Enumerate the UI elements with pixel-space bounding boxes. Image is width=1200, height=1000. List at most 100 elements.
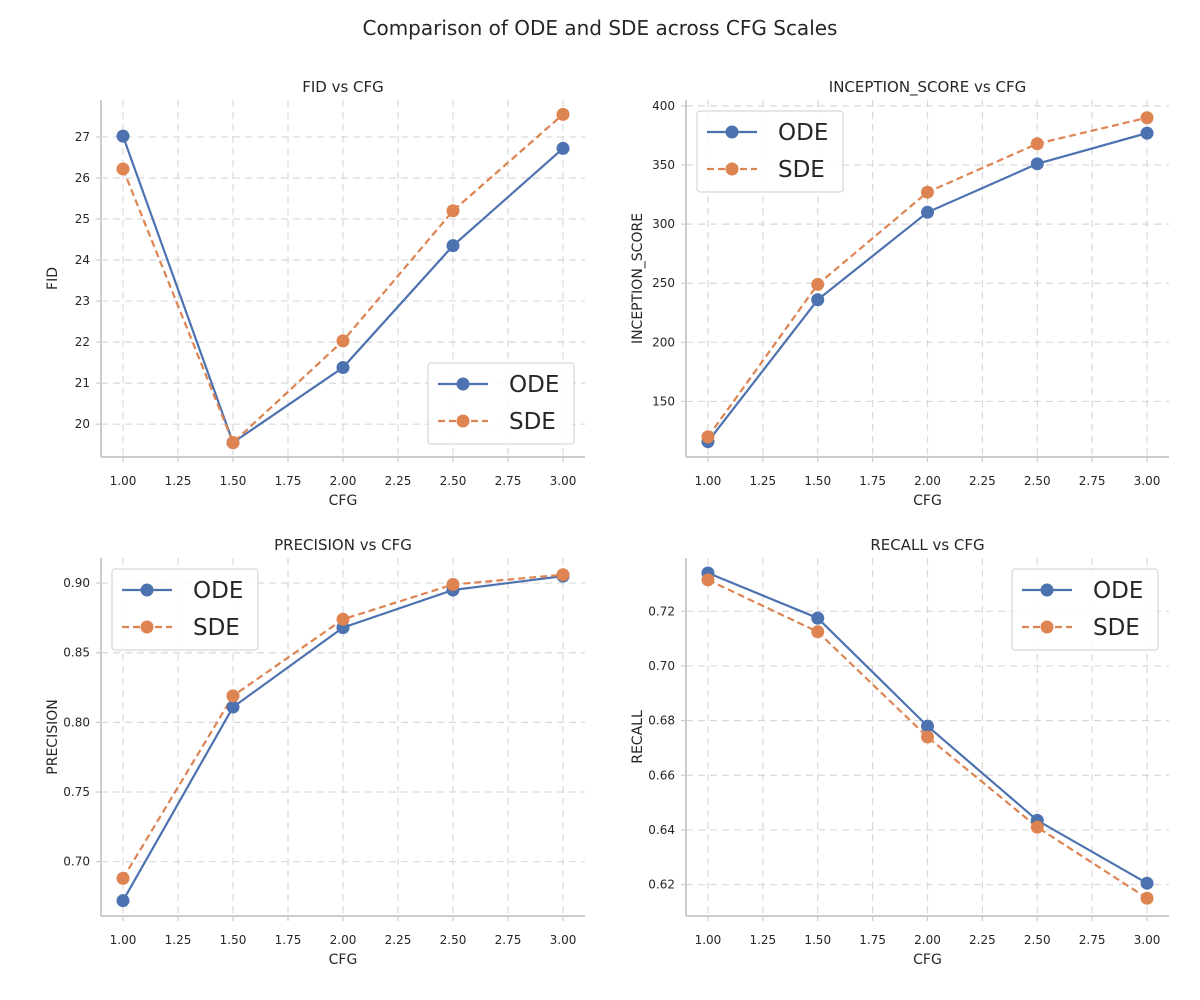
legend-marker-sde — [140, 620, 154, 634]
y-tick-label: 200 — [652, 335, 675, 349]
chart-title: INCEPTION_SCORE vs CFG — [829, 78, 1026, 97]
data-point-ode — [556, 141, 570, 155]
data-point-sde — [446, 577, 460, 591]
x-tick-label: 1.00 — [695, 933, 722, 947]
legend: ODE SDE — [696, 110, 844, 193]
legend-marker-sde — [456, 414, 470, 428]
legend-label-ode: ODE — [778, 120, 828, 146]
y-tick-label: 0.80 — [63, 715, 90, 729]
chart-title: FID vs CFG — [302, 78, 384, 96]
legend: ODE SDE — [427, 362, 575, 445]
y-axis-label: PRECISION — [45, 699, 61, 774]
x-tick-label: 1.75 — [859, 933, 886, 947]
x-axis-label: CFG — [913, 952, 942, 968]
data-point-sde — [336, 334, 350, 348]
x-tick-label: 2.75 — [1079, 474, 1106, 488]
x-tick-label: 2.25 — [969, 933, 996, 947]
x-tick-label: 2.25 — [385, 474, 412, 488]
y-tick-label: 26 — [75, 171, 90, 185]
data-point-sde — [1030, 820, 1044, 834]
data-point-sde — [1030, 137, 1044, 151]
y-tick-label: 24 — [75, 253, 90, 267]
x-axis-label: CFG — [329, 952, 358, 968]
x-tick-label: 2.75 — [1079, 933, 1106, 947]
legend-marker-sde — [725, 162, 739, 176]
data-point-ode — [116, 129, 130, 143]
y-tick-label: 21 — [75, 376, 90, 390]
data-point-sde — [701, 430, 715, 444]
y-tick-label: 0.70 — [648, 659, 675, 673]
x-tick-label: 1.50 — [220, 474, 247, 488]
y-axis-label: INCEPTION_SCORE — [630, 213, 646, 344]
x-tick-label: 2.00 — [330, 474, 357, 488]
data-point-sde — [336, 612, 350, 626]
legend-label-ode: ODE — [509, 372, 559, 398]
x-tick-label: 3.00 — [1134, 474, 1161, 488]
y-tick-label: 0.75 — [63, 785, 90, 799]
y-tick-label: 150 — [652, 394, 675, 408]
data-point-ode — [446, 239, 460, 253]
y-tick-label: 300 — [652, 217, 675, 231]
legend-label-sde: SDE — [778, 157, 825, 183]
y-tick-label: 0.72 — [648, 604, 675, 618]
y-tick-label: 27 — [75, 130, 90, 144]
x-tick-label: 2.50 — [440, 474, 467, 488]
chart-title: PRECISION vs CFG — [274, 536, 412, 554]
chart-title: RECALL vs CFG — [870, 536, 984, 554]
legend-marker-ode — [456, 377, 470, 391]
data-point-sde — [921, 730, 934, 744]
y-tick-label: 400 — [652, 99, 675, 113]
data-point-sde — [116, 871, 130, 885]
legend-label-sde: SDE — [509, 409, 556, 435]
y-axis-label: RECALL — [630, 710, 646, 764]
data-point-ode — [1140, 126, 1154, 140]
data-point-ode — [811, 293, 825, 307]
x-tick-label: 2.25 — [969, 474, 996, 488]
y-tick-label: 0.90 — [63, 576, 90, 590]
x-tick-label: 1.75 — [275, 933, 302, 947]
legend-label-sde: SDE — [1093, 615, 1140, 641]
x-tick-label: 1.00 — [110, 474, 137, 488]
x-tick-label: 2.50 — [440, 933, 467, 947]
data-point-ode — [116, 894, 130, 908]
x-tick-label: 2.00 — [330, 933, 357, 947]
data-point-sde — [556, 568, 570, 582]
y-tick-label: 350 — [652, 158, 675, 172]
data-point-sde — [226, 436, 240, 450]
y-tick-label: 22 — [75, 335, 90, 349]
data-point-sde — [921, 185, 934, 199]
x-tick-label: 3.00 — [550, 474, 577, 488]
y-tick-label: 0.70 — [63, 855, 90, 869]
series-line-sde — [707, 578, 1148, 900]
x-tick-label: 1.00 — [110, 933, 137, 947]
y-tick-label: 0.85 — [63, 646, 90, 660]
x-tick-label: 1.50 — [220, 933, 247, 947]
data-point-ode — [921, 719, 934, 733]
data-point-sde — [811, 625, 825, 639]
data-point-sde — [701, 573, 715, 587]
y-tick-label: 0.64 — [648, 823, 675, 837]
data-point-sde — [1140, 891, 1154, 905]
data-point-sde — [811, 277, 825, 291]
x-tick-label: 2.75 — [495, 474, 522, 488]
data-point-sde — [1140, 111, 1154, 125]
x-tick-label: 3.00 — [550, 933, 577, 947]
y-tick-label: 25 — [75, 212, 90, 226]
figure-title: Comparison of ODE and SDE across CFG Sca… — [363, 16, 838, 40]
legend-marker-ode — [725, 125, 739, 139]
y-tick-label: 20 — [75, 417, 90, 431]
x-tick-label: 1.75 — [275, 474, 302, 488]
data-point-sde — [556, 107, 570, 121]
legend-label-sde: SDE — [193, 615, 240, 641]
data-point-ode — [1140, 876, 1154, 890]
x-tick-label: 1.25 — [165, 474, 192, 488]
chart-panel-1: 1.00 1.25 1.50 1.75 2.00 2.25 2.50 2.75 3.00 150 2… — [630, 78, 1169, 509]
data-point-ode — [921, 205, 934, 219]
data-point-ode — [811, 611, 825, 625]
legend: ODE SDE — [1011, 568, 1159, 651]
x-tick-label: 1.25 — [165, 933, 192, 947]
x-tick-label: 1.25 — [749, 933, 776, 947]
chart-panel-0: 1.00 1.25 1.50 1.75 2.00 2.25 2.50 2.75 3.00 20 21… — [45, 78, 585, 509]
x-axis-label: CFG — [913, 493, 942, 509]
